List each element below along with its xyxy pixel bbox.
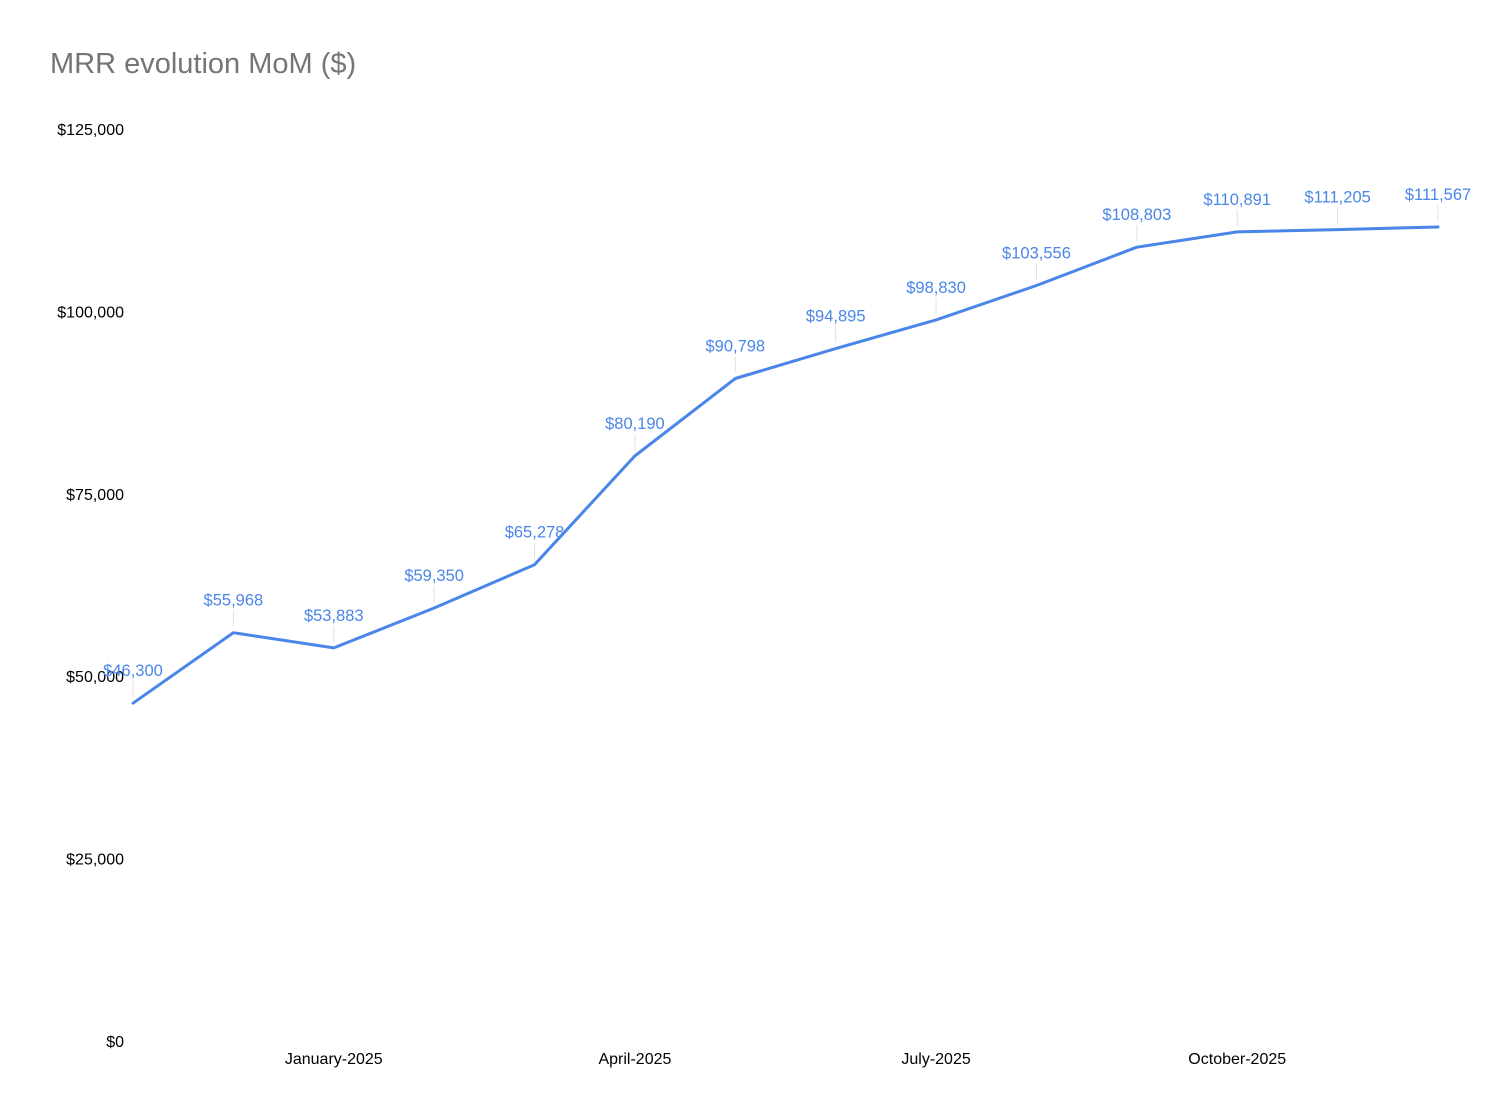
- data-point: [1336, 228, 1340, 232]
- x-tick-label: October-2025: [1188, 1051, 1286, 1068]
- data-point: [332, 646, 336, 650]
- data-label: $110,891: [1203, 191, 1271, 209]
- data-point: [834, 347, 838, 351]
- data-point: [533, 563, 537, 567]
- data-point: [1436, 225, 1440, 229]
- data-point: [1034, 283, 1038, 287]
- y-tick-label: $25,000: [66, 852, 124, 869]
- x-tick-label: July-2025: [901, 1051, 970, 1068]
- data-point: [934, 318, 938, 322]
- data-label: $103,556: [1002, 244, 1071, 262]
- data-point: [733, 377, 737, 381]
- x-tick-label: April-2025: [598, 1051, 671, 1068]
- data-label: $111,567: [1405, 186, 1471, 204]
- y-tick-label: $100,000: [57, 304, 124, 321]
- data-label: $94,895: [806, 308, 866, 326]
- data-label: $55,968: [204, 592, 264, 610]
- y-tick-label: $0: [106, 1034, 124, 1051]
- data-point: [633, 454, 637, 458]
- data-label: $59,350: [404, 567, 464, 585]
- data-point: [432, 606, 436, 610]
- series-line: [131, 225, 1440, 705]
- data-label: $108,803: [1102, 206, 1171, 224]
- data-label: $46,300: [103, 662, 163, 680]
- data-label: $80,190: [605, 415, 665, 433]
- data-point: [1235, 230, 1239, 234]
- data-label: $98,830: [906, 279, 966, 297]
- y-tick-label: $75,000: [66, 487, 124, 504]
- data-point: [131, 701, 135, 705]
- data-point: [231, 631, 235, 635]
- data-label: $90,798: [705, 338, 765, 356]
- data-label: $111,205: [1304, 189, 1370, 207]
- data-label: $53,883: [304, 607, 364, 625]
- chart-title: MRR evolution MoM ($): [50, 48, 357, 80]
- x-tick-label: January-2025: [285, 1051, 383, 1068]
- y-tick-label: $125,000: [57, 122, 124, 139]
- data-label: $65,278: [505, 524, 565, 542]
- y-tick-label: $50,000: [66, 669, 124, 686]
- data-point: [1135, 245, 1139, 249]
